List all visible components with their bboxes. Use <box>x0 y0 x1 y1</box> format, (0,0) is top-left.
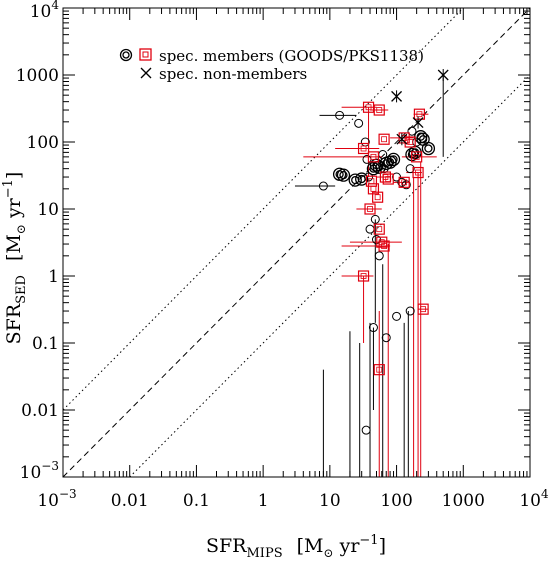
pks1138-member-point <box>413 108 426 120</box>
member-point <box>424 144 433 153</box>
pks1138-member-point <box>378 240 390 252</box>
pks1138-member-point-inner <box>407 139 414 145</box>
legend-square-marker-inner <box>142 51 149 58</box>
pks1138-member-point <box>357 142 370 155</box>
pks1138-member-point <box>367 183 380 195</box>
y-tick-label: 100 <box>27 133 59 153</box>
pks1138-member-point-inner <box>420 306 427 313</box>
member-point <box>405 306 415 316</box>
y-tick-label: 10−3 <box>20 459 59 483</box>
y-tick-label: 1000 <box>16 66 59 86</box>
pks1138-member-point <box>372 191 384 203</box>
pks1138-member-point <box>362 101 375 113</box>
y-tick-label: 10 <box>37 200 59 220</box>
pks1138-member-point <box>367 151 380 163</box>
pks1138-member-point-inner <box>415 169 421 176</box>
member-point-outer <box>386 152 401 167</box>
member-point-outer <box>355 172 369 186</box>
x-tick-label: 0.1 <box>183 491 210 511</box>
x-tick-label: 104 <box>519 487 549 511</box>
y-tick-label: 104 <box>30 0 60 22</box>
member-point <box>365 224 375 234</box>
member-point <box>375 163 384 172</box>
legend: spec. members (GOODS/PKS1138) spec. non-… <box>119 47 424 83</box>
pks1138-member-point-inner <box>360 273 367 279</box>
y-tick-label: 1 <box>48 267 59 287</box>
member-point <box>354 118 364 128</box>
pks1138-member-point <box>398 132 410 144</box>
pks1138-member-point-inner <box>376 366 383 373</box>
pks1138-member-point-inner <box>381 243 387 249</box>
pks1138-member-point-inner <box>385 176 392 182</box>
pks1138-member-point-inner <box>413 153 420 160</box>
member-point <box>418 135 428 144</box>
pks1138-member-point-inner <box>360 145 367 152</box>
member-point <box>392 311 402 321</box>
legend-cross-marker <box>140 67 152 79</box>
pks1138-member-point <box>378 133 390 145</box>
member-point-outer <box>421 141 436 156</box>
member-point <box>379 164 389 174</box>
y-axis-title: SFRSED[M⊙ yr−1] <box>1 172 29 345</box>
member-point <box>405 164 415 174</box>
member-point-outer <box>348 173 362 187</box>
member-point <box>374 251 384 261</box>
legend-label-members: spec. members (GOODS/PKS1138) <box>159 47 424 65</box>
y-tick-label: 0.1 <box>32 334 59 354</box>
legend-label-non-members: spec. non-members <box>159 65 307 83</box>
legend-circle-marker <box>119 48 133 62</box>
member-point <box>361 425 371 435</box>
pks1138-member-point <box>373 364 385 376</box>
pks1138-member-point-inner <box>376 107 383 113</box>
pks1138-member-point <box>412 166 424 179</box>
x-tick-label: 100 <box>380 491 412 511</box>
pks1138-member-point <box>417 303 429 315</box>
pks1138-member-point <box>411 151 423 163</box>
member-point-outer <box>336 168 351 182</box>
member-point <box>381 333 391 343</box>
pks1138-member-point-inner <box>365 104 372 111</box>
pks1138-member-point <box>364 203 376 215</box>
plot-frame <box>62 7 531 478</box>
pks1138-member-point-inner <box>370 185 377 192</box>
x-tick-label: 1 <box>258 491 269 511</box>
pks1138-member-point <box>373 104 385 116</box>
member-point <box>318 181 328 191</box>
legend-circle-marker-inner <box>122 51 130 59</box>
x-tick-label: 0.01 <box>111 491 149 511</box>
member-point <box>397 177 407 187</box>
pks1138-member-point-inner <box>381 136 387 143</box>
pks1138-member-point <box>357 270 370 282</box>
pks1138-member-point-inner <box>367 206 373 212</box>
member-point <box>370 214 380 224</box>
pks1138-member-point <box>373 223 385 235</box>
pks1138-member-point-inner <box>376 226 383 233</box>
member-point <box>335 110 345 120</box>
pks1138-member-point <box>398 176 410 188</box>
x-tick-label: 10 <box>319 491 341 511</box>
pks1138-member-point-inner <box>401 179 408 186</box>
one-to-one-line <box>63 8 530 477</box>
pks1138-member-point-inner <box>416 111 423 118</box>
pks1138-member-point <box>382 173 394 185</box>
member-point <box>389 155 398 164</box>
pks1138-member-point-inner <box>374 194 381 201</box>
y-tick-label: 0.01 <box>21 401 59 421</box>
x-tick-label: 10−3 <box>37 487 76 511</box>
pks1138-member-point-inner <box>370 153 377 160</box>
member-point <box>368 323 378 333</box>
member-point <box>339 171 348 180</box>
x-axis-title: SFRMIPS [M⊙ yr−1] <box>206 533 386 561</box>
legend-square-marker <box>139 48 152 61</box>
member-point <box>407 126 417 136</box>
x-tick-label: 1000 <box>442 491 485 511</box>
